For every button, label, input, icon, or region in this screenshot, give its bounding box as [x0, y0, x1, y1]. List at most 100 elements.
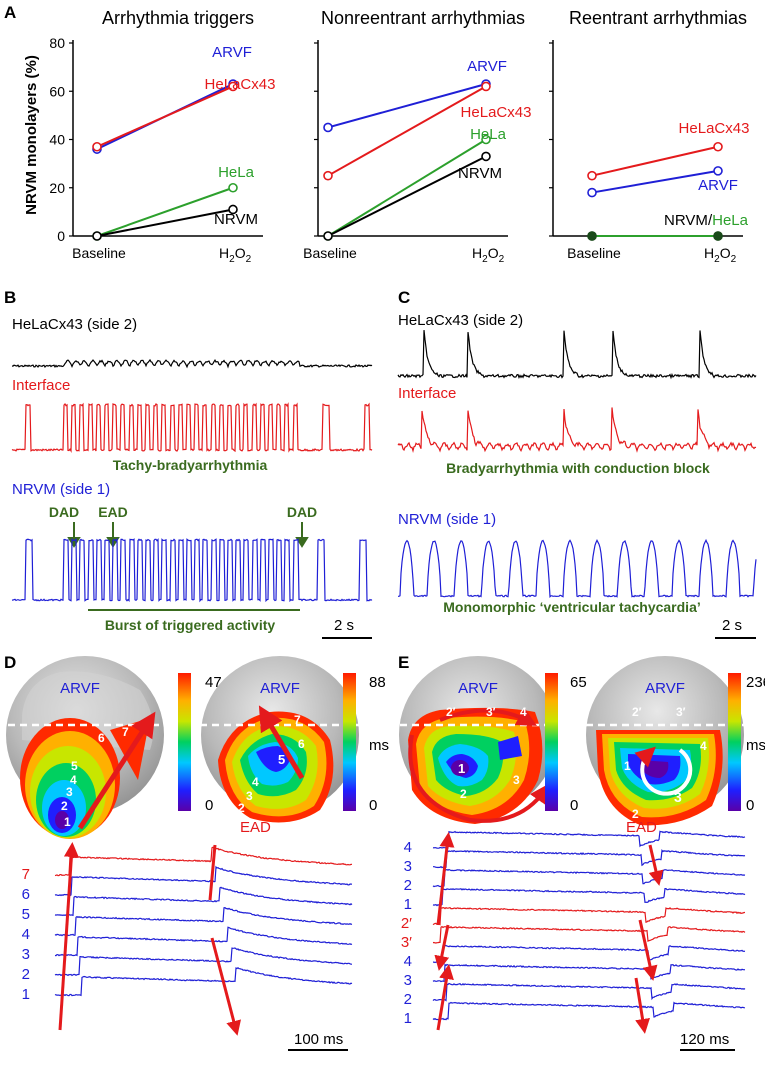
e-colorbar2 — [728, 673, 741, 811]
chart-2: Nonreentrant arrhythmias Baseline H2O2 ARVF… — [303, 8, 531, 265]
d-map2-label: ARVF — [260, 680, 300, 697]
svg-text:4: 4 — [520, 705, 527, 719]
y-tick-label: 60 — [49, 83, 65, 99]
y-tick-label: 80 — [49, 35, 65, 51]
series-line-arvf — [327, 83, 487, 129]
e-scale-label: 120 ms — [680, 1031, 729, 1048]
d-colorbar1 — [178, 673, 191, 811]
data-point-nrvm — [92, 231, 102, 241]
d-trace-label: 3 — [22, 946, 30, 963]
svg-text:2′: 2′ — [632, 705, 642, 719]
x-tick-label-baseline: Baseline — [303, 245, 357, 261]
c-trace-nrvm — [398, 538, 757, 598]
svg-text:4: 4 — [252, 775, 259, 789]
series-line-nrvm — [327, 155, 487, 237]
data-point-helacx43 — [713, 141, 723, 152]
d-map1 — [6, 656, 164, 839]
x-tick-label-baseline: Baseline — [72, 245, 126, 261]
data-point-nrvm — [481, 151, 491, 162]
d-trace-1 — [54, 967, 353, 997]
e-arrow-ead3 — [634, 977, 650, 1034]
e-arrow-ead2 — [638, 919, 658, 981]
series-line-arvf — [591, 169, 719, 194]
b-trace-interface — [11, 402, 373, 454]
data-point-nrvm — [228, 204, 238, 215]
svg-text:1: 1 — [458, 761, 465, 776]
chart-title: Arrhythmia triggers — [102, 8, 254, 28]
c-caption2: Monomorphic ‘ventricular tachycardia’ — [443, 599, 701, 615]
d-map1-label: ARVF — [60, 680, 100, 697]
svg-text:7: 7 — [122, 725, 129, 739]
e-trace-label: 3 — [404, 972, 412, 989]
svg-text:3: 3 — [66, 785, 73, 799]
b-caption1: Tachy-bradyarrhythmia — [113, 457, 268, 473]
x-tick-label-baseline: Baseline — [567, 245, 621, 261]
svg-text:1: 1 — [64, 815, 71, 829]
svg-text:5: 5 — [278, 752, 285, 767]
series-label-nrvm: NRVM — [458, 165, 502, 182]
data-point-helacx43 — [92, 141, 102, 152]
chart-title: Nonreentrant arrhythmias — [321, 8, 525, 28]
c-trace-hela — [397, 330, 757, 380]
data-point-nrvm — [323, 231, 333, 241]
svg-text:3: 3 — [674, 789, 682, 805]
series-label-helacx43: HeLaCx43 — [205, 76, 276, 93]
d-scale-label: 100 ms — [294, 1031, 343, 1048]
e-arrow-down1 — [434, 924, 450, 971]
d-map2-numbers: 1 2 3 4 5 6 7 — [238, 713, 305, 829]
c-trace2-label: Interface — [398, 385, 456, 402]
e-cbar2-min: 0 — [746, 797, 754, 814]
series-line-hela — [96, 186, 234, 237]
d-trace-7 — [54, 846, 353, 877]
d-trace-label: 7 — [22, 866, 30, 883]
d-trace-5 — [54, 886, 353, 917]
series-label-nrvm: NRVM — [214, 211, 258, 228]
d-map2 — [200, 656, 360, 823]
b-trace2-label: Interface — [12, 377, 70, 394]
data-point-helacx43 — [323, 170, 333, 181]
e-cbar1-min: 0 — [570, 797, 578, 814]
e-cbar2-unit: ms — [746, 737, 765, 754]
series-line-nrvm — [96, 208, 234, 237]
b-caption2: Burst of triggered activity — [105, 617, 276, 633]
e-map2 — [586, 656, 745, 826]
svg-text:3′: 3′ — [676, 705, 686, 719]
e-trace-8 — [432, 982, 746, 1002]
data-point-arvf — [587, 187, 597, 198]
e-trace-label: 2 — [404, 877, 412, 894]
e-trace-0 — [432, 830, 746, 849]
svg-text:4: 4 — [70, 773, 77, 787]
y-tick-label: 20 — [49, 180, 65, 196]
d-trace-3 — [54, 926, 353, 957]
d-trace-6 — [54, 865, 353, 897]
y-tick-label: 40 — [49, 132, 65, 148]
d-cbar2-unit: ms — [369, 737, 389, 754]
d-cbar2-max: 88 — [369, 674, 386, 691]
data-point-arvf — [713, 166, 723, 176]
b-trace1-label: HeLaCx43 (side 2) — [12, 316, 137, 333]
e-trace-3 — [432, 887, 746, 907]
data-point-helacx43 — [587, 170, 597, 181]
d-map1-numbers: 1 2 3 4 5 6 7 — [61, 725, 129, 829]
e-map1 — [399, 656, 558, 824]
b-dad2-label: DAD — [287, 504, 317, 520]
e-trace-label: 2′ — [401, 915, 412, 932]
d-trace-label: 1 — [22, 986, 30, 1003]
b-trace-hela — [11, 358, 373, 369]
svg-text:2: 2 — [238, 801, 245, 815]
d-trace-label: 2 — [22, 966, 30, 983]
series-line-helacx43 — [96, 85, 234, 148]
d-trace-label: 4 — [22, 926, 30, 943]
e-trace-5 — [432, 925, 746, 944]
e-trace-6 — [433, 944, 746, 964]
svg-text:3: 3 — [513, 773, 520, 787]
e-map1-numbers: 1 2 3 4 2′ 3′ — [446, 705, 527, 801]
d-colorbar2 — [343, 673, 356, 811]
c-scale-label: 2 s — [722, 617, 742, 634]
e-trace-1 — [433, 849, 746, 869]
svg-text:2: 2 — [460, 787, 467, 801]
b-trace-nrvm — [11, 537, 373, 603]
c-trace-interface — [397, 407, 757, 453]
series-label-hela: HeLa — [218, 164, 255, 181]
